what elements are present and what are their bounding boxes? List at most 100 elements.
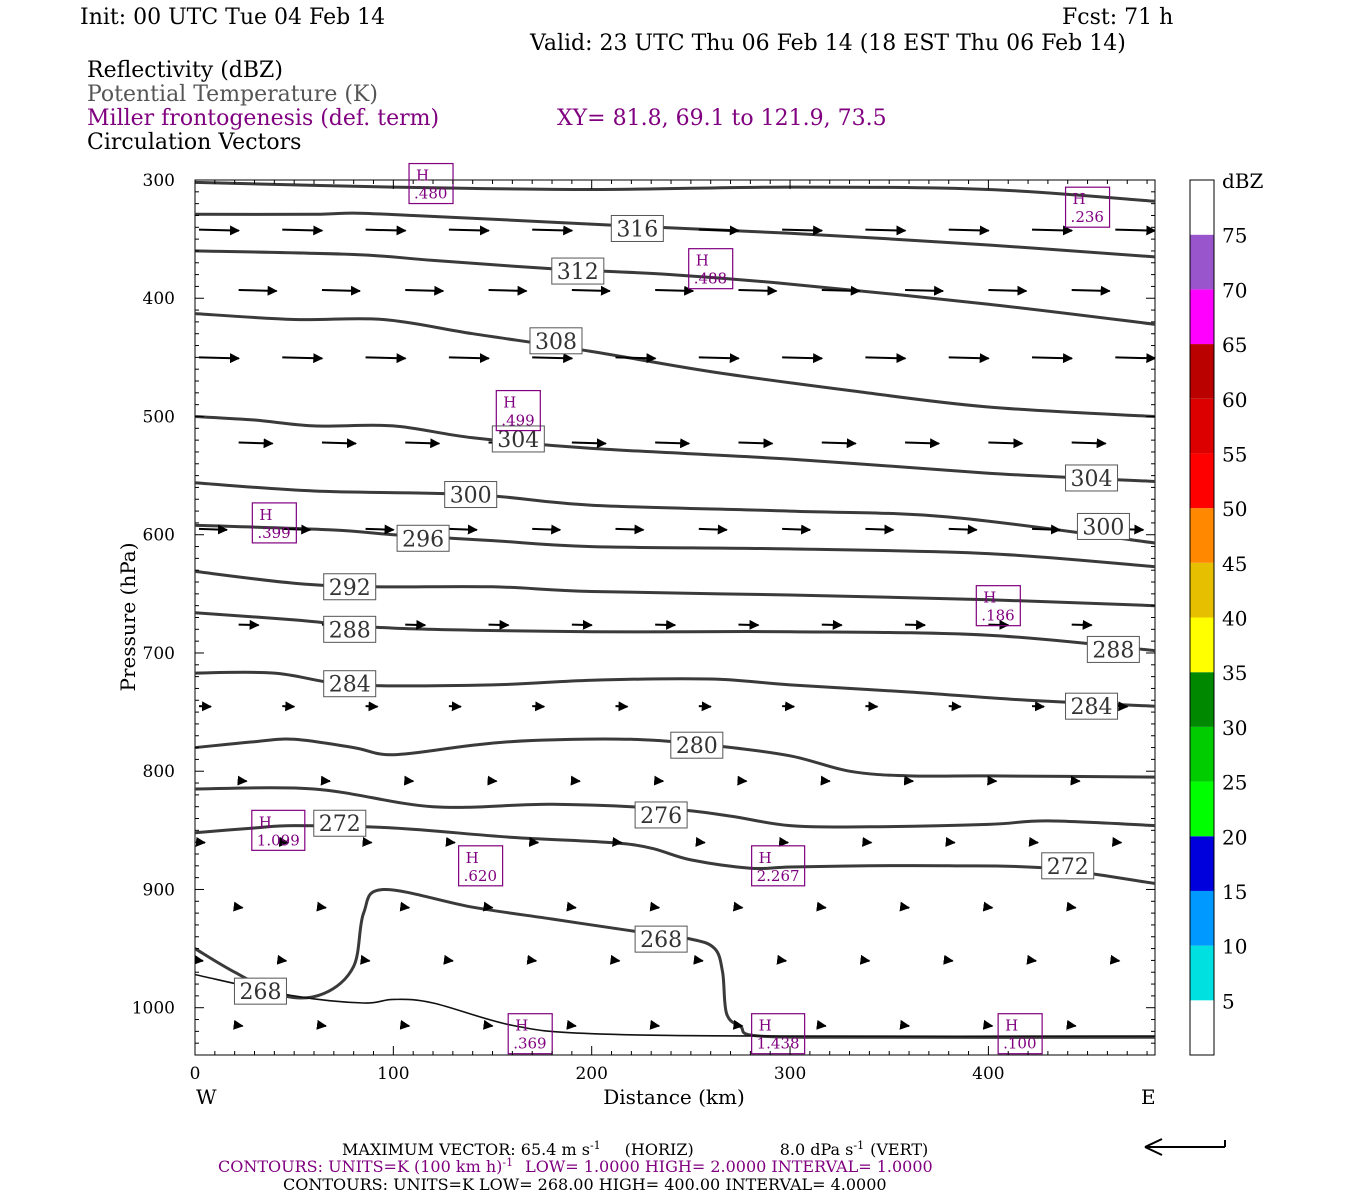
- circulation-vector: [698, 524, 728, 535]
- contours-frontogenesis-text: CONTOURS: UNITS=K (100 km h)-1 LOW= 1.000…: [218, 1156, 933, 1176]
- circulation-vector: [278, 836, 290, 847]
- y-tick-label: 300: [143, 171, 175, 191]
- theta-contour: [195, 973, 1155, 1038]
- y-tick-label: 900: [143, 880, 175, 900]
- contour-label: 276: [634, 801, 688, 829]
- contour-label-text: 268: [239, 980, 281, 1005]
- frontogenesis-max-marker: H.399: [251, 502, 297, 544]
- circulation-vector: [238, 285, 278, 296]
- circulation-vector: [571, 619, 593, 630]
- circulation-vector: [571, 285, 611, 296]
- circulation-vector: [693, 954, 704, 965]
- circulation-vector: [948, 524, 978, 535]
- circulation-vector: [532, 353, 574, 364]
- circulation-vector: [320, 775, 331, 786]
- y-axis-label: Pressure (hPa): [116, 543, 140, 692]
- circulation-vector: [532, 524, 562, 535]
- contour-label-text: 300: [1082, 515, 1124, 540]
- circulation-vector: [738, 438, 774, 449]
- colorbar-swatch: [1190, 234, 1214, 290]
- circulation-vector: [865, 524, 895, 535]
- max-marker-value: .100: [1003, 1035, 1036, 1053]
- circulation-vector: [988, 619, 1010, 630]
- colorbar-label: 55: [1222, 442, 1247, 466]
- circulation-vector: [483, 1019, 494, 1030]
- circulation-vector: [776, 954, 788, 965]
- theta-contour: [195, 312, 1155, 418]
- colorbar-swatch: [1190, 344, 1214, 399]
- circulation-vector: [448, 353, 490, 364]
- colorbar-label: 45: [1222, 552, 1247, 576]
- circulation-vector: [948, 225, 990, 236]
- colorbar-swatch: [1190, 289, 1214, 345]
- circulation-vector: [1028, 836, 1040, 847]
- contour-label-text: 280: [676, 734, 718, 759]
- contour-label: 284: [323, 670, 377, 698]
- circulation-vector: [321, 285, 361, 296]
- max-marker-value: .399: [257, 524, 290, 542]
- contour-label-text: 272: [319, 812, 361, 837]
- max-marker-label: H: [696, 252, 709, 270]
- frontogenesis-max-marker: H1.099: [251, 809, 306, 851]
- circulation-vector: [365, 225, 407, 236]
- contour-label: 300: [444, 481, 498, 509]
- circulation-vector: [903, 775, 915, 786]
- contour-label: 288: [1086, 635, 1140, 663]
- circulation-vector: [778, 836, 790, 847]
- theta-contour: [195, 523, 1155, 569]
- contour-labels: 3163123083043043003002962922882882842842…: [233, 214, 1140, 1005]
- colorbar-label: 25: [1222, 771, 1247, 795]
- circulation-vector: [905, 619, 927, 630]
- circulation-vector: [899, 1019, 911, 1030]
- circulation-vector: [816, 1019, 827, 1030]
- colorbar-swatch: [1190, 672, 1214, 727]
- circulation-vector: [945, 836, 956, 847]
- circulation-vector: [698, 701, 712, 712]
- circulation-vector: [571, 438, 607, 449]
- circulation-vector: [738, 285, 778, 296]
- circulation-vector: [821, 438, 857, 449]
- colorbar-swatch: [1190, 508, 1214, 563]
- reflectivity-colorbar: 5 10 15 20 25 30 35 40 45 50 55 60 65 70 75: [1189, 179, 1247, 1056]
- max-marker-label: H: [759, 1017, 772, 1035]
- circulation-vector: [609, 954, 621, 965]
- circulation-vector: [698, 353, 740, 364]
- colorbar-frame: [1189, 179, 1215, 1056]
- cross-section-plot: 3163123083043043003002962922882882842842…: [132, 162, 1156, 1084]
- circulation-vector: [316, 1019, 327, 1030]
- contour-label: 308: [529, 327, 583, 355]
- colorbar-swatch: [1190, 726, 1214, 782]
- colorbar-label: 30: [1222, 716, 1247, 740]
- contour-label-text: 308: [535, 330, 577, 355]
- colorbar-swatch: [1190, 398, 1214, 454]
- colorbar-label: 75: [1222, 224, 1247, 248]
- circulation-vector: [982, 1019, 994, 1030]
- max-marker-value: .369: [513, 1035, 546, 1053]
- theta-contour: [195, 249, 1155, 326]
- contour-label: 288: [323, 615, 377, 643]
- y-tick-label: 500: [143, 407, 175, 427]
- x-axis-west-label: W: [196, 1085, 217, 1109]
- x-tick-label: 400: [972, 1064, 1004, 1084]
- max-marker-label: H: [759, 849, 772, 867]
- colorbar-swatch: [1190, 562, 1214, 618]
- x-axis-label: Distance (km): [603, 1085, 745, 1109]
- circulation-vector: [488, 285, 528, 296]
- colorbar-title: dBZ: [1222, 169, 1264, 193]
- contour-label-text: 300: [450, 484, 492, 509]
- circulation-vector: [1031, 524, 1062, 535]
- frontogenesis-max-marker: H.236: [1064, 186, 1111, 228]
- frontogenesis-max-marker: H1.438: [751, 1013, 806, 1055]
- frontogenesis-max-marker: H2.267: [751, 845, 806, 887]
- circulation-vector: [982, 901, 994, 912]
- theta-contour: [195, 415, 1155, 483]
- colorbar-swatch: [1190, 836, 1214, 891]
- circulation-vector: [655, 619, 677, 630]
- max-marker-value: .236: [1071, 208, 1104, 226]
- circulation-vector: [612, 836, 623, 847]
- circulation-vector: [365, 524, 395, 535]
- circulation-vector: [532, 701, 546, 712]
- xy-endpoints: XY= 81.8, 69.1 to 121.9, 73.5: [557, 106, 887, 131]
- max-vector-text: MAXIMUM VECTOR: 65.4 m s-1 (HORIZ) 8.0 dPa…: [342, 1139, 928, 1159]
- colorbar-label: 15: [1222, 880, 1247, 904]
